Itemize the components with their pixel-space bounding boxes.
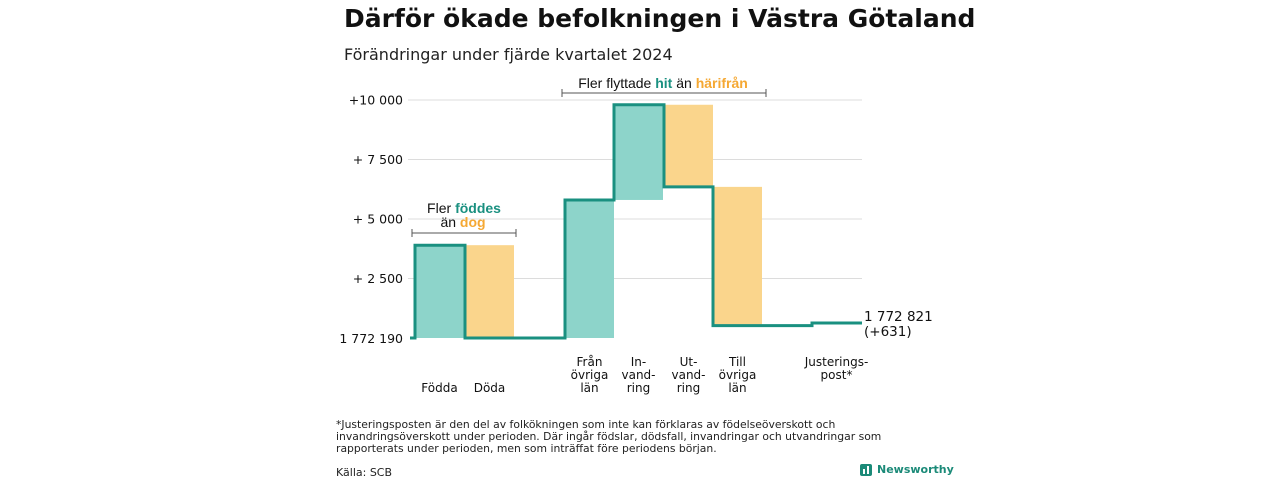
x-tick-label: Till bbox=[728, 355, 746, 369]
migration-annotation-highlight2: härifrån bbox=[696, 75, 748, 91]
x-tick-label: Döda bbox=[474, 381, 506, 395]
base-value-label: 1 772 190 bbox=[339, 331, 403, 346]
bar bbox=[565, 199, 614, 338]
migration-annotation-highlight: hit bbox=[655, 75, 672, 91]
x-axis-labels: Födda DödaFrånövrigalänIn-vand-ringUt-van… bbox=[421, 355, 868, 395]
newsworthy-icon bbox=[860, 463, 872, 476]
end-change-label: (+631) bbox=[864, 324, 912, 340]
x-tick-label: vand- bbox=[671, 368, 705, 382]
y-tick-label: + 5 000 bbox=[353, 212, 403, 227]
brand-logo: Newsworthy bbox=[860, 463, 954, 476]
x-tick-label: övriga bbox=[571, 368, 609, 382]
x-tick-label: In- bbox=[631, 355, 646, 369]
births-annotation-highlight: föddes bbox=[455, 200, 501, 216]
x-tick-label: Justerings- bbox=[804, 355, 869, 369]
births-annotation-middle: än bbox=[440, 214, 456, 230]
cumulative-step-line bbox=[410, 103, 862, 340]
svg-text:Fler föddes: Fler föddes bbox=[427, 200, 501, 216]
y-axis-ticks: +10 000 + 7 500 + 5 000 + 2 500 bbox=[349, 93, 403, 287]
bar bbox=[465, 245, 514, 338]
migration-annotation-middle: än bbox=[676, 75, 692, 91]
bar bbox=[415, 245, 464, 338]
x-tick-label: län bbox=[728, 381, 746, 395]
x-tick-label: ring bbox=[627, 381, 651, 395]
x-tick-label: Från bbox=[577, 355, 603, 369]
migration-annotation-prefix: Fler flyttade bbox=[578, 75, 651, 91]
x-tick-label: Födda bbox=[421, 381, 457, 395]
end-value-label: 1 772 821 bbox=[864, 309, 933, 325]
svg-text:än dog: än dog bbox=[440, 214, 485, 230]
y-tick-label: + 7 500 bbox=[353, 152, 403, 167]
svg-text:Fler flyttade hit än härifrån: Fler flyttade hit än härifrån bbox=[578, 75, 748, 91]
y-tick-label: +10 000 bbox=[349, 93, 403, 108]
bar bbox=[614, 104, 663, 200]
migration-annotation: Fler flyttade hit än härifrån bbox=[561, 75, 767, 97]
x-tick-label: län bbox=[580, 381, 598, 395]
births-annotation: Fler föddes än dog bbox=[411, 200, 517, 237]
x-tick-label: vand- bbox=[621, 368, 655, 382]
chart-title: Därför ökade befolkningen i Västra Götal… bbox=[344, 4, 976, 33]
chart-subtitle: Förändringar under fjärde kvartalet 2024 bbox=[344, 45, 673, 64]
brand-name: Newsworthy bbox=[877, 463, 954, 476]
births-annotation-prefix: Fler bbox=[427, 200, 451, 216]
source-label: Källa: SCB bbox=[336, 466, 393, 479]
x-tick-label: Ut- bbox=[680, 355, 698, 369]
footnote: *Justeringsposten är den del av folkökni… bbox=[336, 418, 882, 455]
births-annotation-highlight2: dog bbox=[460, 214, 486, 230]
x-tick-label: övriga bbox=[719, 368, 757, 382]
x-tick-label: ring bbox=[677, 381, 701, 395]
bar bbox=[664, 104, 713, 187]
waterfall-chart: +10 000 + 7 500 + 5 000 + 2 500 Födda Döda Fr… bbox=[339, 75, 933, 395]
y-tick-label: + 2 500 bbox=[353, 271, 403, 286]
bars bbox=[415, 104, 762, 338]
x-tick-label: post* bbox=[821, 368, 853, 382]
bar bbox=[713, 186, 762, 326]
